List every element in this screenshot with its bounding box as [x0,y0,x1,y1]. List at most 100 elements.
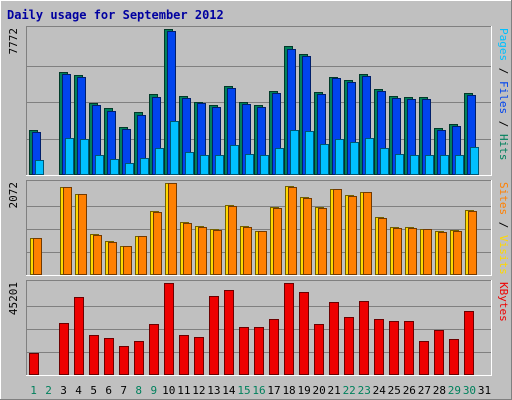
bar-kbytes-day-25 [389,321,399,375]
bar-pages-day-14 [230,145,239,175]
bar-pages-day-10 [170,121,179,175]
bar-pages-day-1 [35,160,44,175]
x-tick-label-day-10: 10 [162,384,175,397]
x-tick-label-day-7: 7 [120,384,127,397]
bar-kbytes-day-1 [29,353,39,375]
panel-pages_files_hits: 7772 Pages / Files / Hits [7,26,510,176]
bar-pages-day-7 [125,163,134,175]
x-tick-label-day-9: 9 [150,384,157,397]
bar-kbytes-day-23 [359,301,369,375]
bar-pages-day-3 [65,138,74,175]
panel-kbytes: 45201 KBytes [7,280,510,376]
x-tick-label-day-13: 13 [207,384,220,397]
bar-sites-day-30 [468,211,477,275]
bar-kbytes-day-27 [419,341,429,375]
bar-kbytes-day-12 [194,337,204,375]
x-tick-label-day-25: 25 [388,384,401,397]
bar-pages-day-28 [440,155,449,175]
bar-sites-day-24 [378,218,387,275]
panel-sites_visits: 2072 Sites / Visits [7,180,510,276]
bar-sites-day-25 [393,228,402,275]
bar-sites-day-15 [243,227,252,275]
x-tick-label-day-18: 18 [282,384,295,397]
panel-series-legend: KBytes [497,282,510,322]
bar-sites-day-8 [138,236,147,275]
series-files [32,31,476,175]
legend-entry: / [497,61,510,81]
bar-sites-day-22 [348,196,357,275]
bar-sites-day-20 [318,208,327,275]
bar-pages-day-24 [380,148,389,175]
panel-series-legend: Sites / Visits [497,182,510,275]
bar-sites-day-18 [288,187,297,275]
x-tick-label-day-30: 30 [463,384,476,397]
bar-pages-day-5 [95,155,104,175]
bar-pages-day-12 [200,155,209,175]
panel-ymax-label: 7772 [7,28,20,55]
bar-sites-day-4 [78,194,87,275]
bar-sites-day-17 [273,208,282,275]
series-pages [35,121,479,175]
bar-pages-day-8 [140,158,149,175]
panel-series-legend: Pages / Files / Hits [497,28,510,161]
bar-pages-day-18 [290,130,299,175]
x-tick-label-day-31: 31 [478,384,491,397]
x-tick-label-day-28: 28 [433,384,446,397]
bar-pages-day-26 [410,155,419,175]
bar-sites-day-11 [183,223,192,275]
bar-kbytes-day-3 [59,323,69,375]
bar-sites-day-3 [63,187,72,275]
x-tick-label-day-12: 12 [192,384,205,397]
bar-kbytes-day-16 [254,327,264,375]
x-tick-label-day-6: 6 [105,384,112,397]
bar-pages-day-29 [455,155,464,175]
bar-sites-day-26 [408,228,417,275]
bar-sites-day-9 [153,212,162,275]
bar-kbytes-day-7 [119,346,129,375]
bar-kbytes-day-28 [434,330,444,375]
bar-pages-day-9 [155,148,164,175]
bar-sites-day-13 [213,230,222,275]
x-tick-label-day-15: 15 [237,384,250,397]
bar-pages-day-13 [215,155,224,175]
bar-sites-day-19 [303,198,312,275]
bar-sites-day-29 [453,231,462,275]
x-tick-label-day-11: 11 [177,384,190,397]
bar-pages-day-20 [320,144,329,175]
x-axis-labels: 1 2 3 4 5 6 7 8 9 10 11 12 13 14 15 16 17 18 19 20 21 22 23 24 2… [30,384,491,397]
bar-sites-day-7 [123,246,132,275]
bar-pages-day-23 [365,138,374,175]
x-tick-label-day-1: 1 [30,384,37,397]
legend-entry: Visits [497,235,510,275]
x-tick-label-day-24: 24 [373,384,387,397]
panel-ymax-label: 45201 [7,282,20,315]
x-tick-label-day-23: 23 [358,384,371,397]
bar-pages-day-17 [275,148,284,175]
legend-entry: KBytes [497,282,510,322]
bar-kbytes-day-6 [104,338,114,375]
bar-pages-day-16 [260,155,269,175]
bar-pages-day-22 [350,142,359,175]
bar-kbytes-day-9 [149,324,159,375]
legend-entry: Files [497,81,510,114]
x-tick-label-day-22: 22 [343,384,356,397]
bar-kbytes-day-4 [74,297,84,375]
bar-kbytes-day-15 [239,327,249,375]
bar-kbytes-day-20 [314,324,324,375]
bar-kbytes-day-21 [329,302,339,375]
x-tick-label-day-16: 16 [252,384,265,397]
x-tick-label-day-17: 17 [267,384,280,397]
legend-entry: Hits [497,134,510,161]
bar-pages-day-21 [335,139,344,175]
bar-kbytes-day-8 [134,341,144,375]
bar-kbytes-day-18 [284,283,294,375]
series-sites [33,183,477,275]
x-tick-label-day-4: 4 [75,384,82,397]
bar-pages-day-25 [395,154,404,175]
bar-pages-day-27 [425,155,434,175]
bar-sites-day-1 [33,238,42,275]
bar-sites-day-23 [363,192,372,275]
bar-kbytes-day-22 [344,317,354,375]
bar-sites-day-6 [108,242,117,275]
